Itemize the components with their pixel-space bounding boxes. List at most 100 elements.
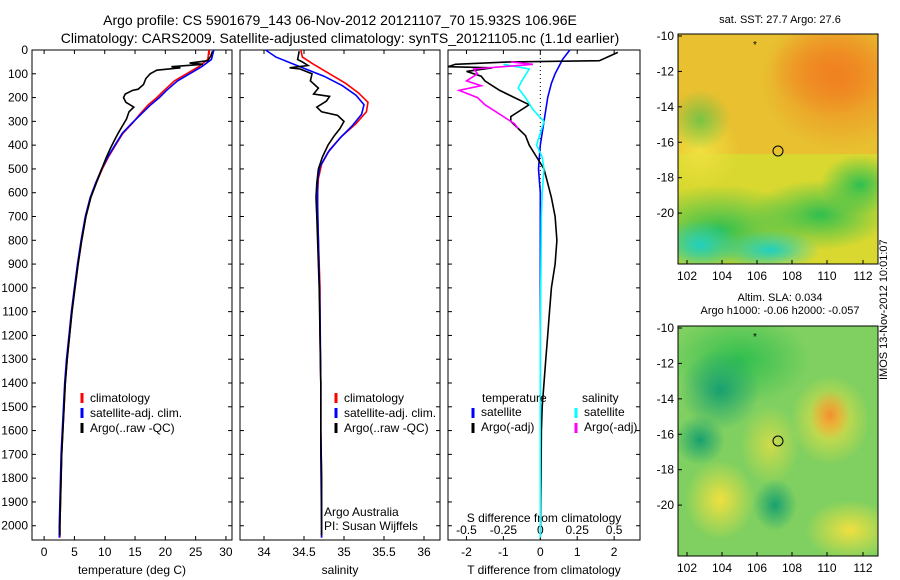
difference-profile-axes [447, 49, 641, 541]
temperature-profile-legend-label: satellite-adj. clim. [90, 406, 182, 420]
depth-tick-label: 1800 [1, 471, 28, 485]
map-xtick-label: 110 [817, 269, 836, 283]
sst-map-title: sat. SST: 27.7 Argo: 27.6 [719, 14, 841, 26]
temperature-profile-xtick-label: 0 [41, 545, 48, 559]
depth-tick-label: 900 [8, 257, 28, 271]
depth-tick-label: 1000 [1, 281, 28, 295]
map-ytick-label: -12 [657, 356, 675, 370]
difference-profile-xtick-label: 2 [611, 545, 618, 559]
sla-map-title-line1: Altim. SLA: 0.034 [737, 292, 823, 304]
temperature-profile-xtick-label: 25 [189, 545, 203, 559]
map-ytick-label: -20 [657, 206, 675, 220]
depth-tick-label: 1500 [1, 400, 28, 414]
salinity-profile-xtick-label: 35.5 [372, 545, 396, 559]
sla-map-title-line2: Argo h1000: -0.06 h2000: -0.057 [700, 305, 860, 317]
plot-title-line1: Argo profile: CS 5901679_143 06-Nov-2012… [103, 12, 577, 28]
depth-tick-label: 500 [8, 162, 28, 176]
temperature-profile-xlabel: temperature (deg C) [78, 563, 186, 577]
map-ytick-label: -14 [657, 392, 675, 406]
difference-top-tick-label: 0.25 [566, 523, 590, 537]
salinity-profile-xtick-label: 35 [337, 545, 351, 559]
temperature-profile-xtick-label: 5 [71, 545, 78, 559]
temperature-profile-xtick-label: 20 [159, 545, 173, 559]
salinity-profile-xtick-label: 36 [417, 545, 431, 559]
map-ytick-label: -12 [657, 64, 675, 78]
temperature-profile-axes [31, 49, 233, 541]
difference-profile-xlabel: T difference from climatology [467, 563, 621, 577]
map-xtick-label: 112 [853, 561, 872, 575]
temperature-profile-legend-label: Argo(..raw -QC) [90, 421, 175, 435]
depth-tick-label: 200 [8, 91, 28, 105]
temperature-profile-xtick-label: 15 [128, 545, 142, 559]
map-ytick-label: -10 [657, 29, 675, 43]
map-xtick-label: 108 [782, 561, 802, 575]
map-xtick-label: 102 [677, 269, 697, 283]
map-xtick-label: 110 [817, 561, 836, 575]
map-ytick-label: -18 [657, 171, 675, 185]
difference-profile-series-satellite-salinity [503, 63, 545, 538]
temperature-profile-xtick-label: 30 [219, 545, 233, 559]
difference-profile-xtick-label: -2 [461, 545, 472, 559]
map-xtick-label: 102 [677, 561, 697, 575]
depth-tick-label: 600 [8, 186, 28, 200]
difference-top-tick-label: 0.5 [606, 523, 623, 537]
difference-profile-xtick-label: 0 [537, 545, 544, 559]
salinity-profile-legend-label: climatology [344, 391, 404, 405]
sst-map-marker: * [753, 40, 757, 51]
depth-tick-label: 1200 [1, 328, 28, 342]
depth-tick-label: 700 [8, 210, 28, 224]
temperature-profile-xtick-label: 10 [98, 545, 112, 559]
temperature-profile-legend-label: climatology [90, 391, 150, 405]
sla-map-argo-location [772, 435, 784, 447]
sst-map [678, 34, 878, 264]
difference-top-tick-label: -0.25 [490, 523, 518, 537]
sst-map-frame [677, 33, 879, 265]
depth-tick-label: 0 [21, 43, 28, 57]
depth-tick-label: 1900 [1, 495, 28, 509]
depth-tick-label: 1400 [1, 376, 28, 390]
map-ytick-label: -14 [657, 100, 675, 114]
depth-tick-label: 1300 [1, 352, 28, 366]
salinity-profile-xlabel: salinity [322, 563, 359, 577]
map-xtick-label: 112 [853, 269, 872, 283]
difference-top-tick-label: -0.5 [456, 523, 477, 537]
depth-tick-label: 400 [8, 138, 28, 152]
difference-legend-label: satellite [481, 405, 522, 419]
depth-tick-label: 1100 [2, 305, 28, 319]
depth-tick-label: 300 [8, 114, 28, 128]
sla-map [678, 326, 878, 556]
difference-profile-xtick-label: -1 [498, 545, 509, 559]
temperature-profile-series-argo [59, 50, 214, 536]
map-xtick-label: 106 [747, 269, 767, 283]
salinity-profile-axes [239, 49, 441, 541]
sla-map-marker: * [753, 332, 757, 343]
difference-legend-salinity-header: salinity [582, 391, 619, 405]
credit-line2: PI: Susan Wijffels [324, 519, 418, 533]
depth-tick-label: 2000 [1, 519, 28, 533]
map-xtick-label: 108 [782, 269, 802, 283]
map-ytick-label: -16 [657, 135, 675, 149]
salinity-profile-xtick-label: 34.5 [292, 545, 316, 559]
difference-legend-label: satellite [584, 405, 625, 419]
map-ytick-label: -18 [657, 463, 675, 477]
difference-legend-label: Argo(-adj) [481, 420, 534, 434]
difference-top-axis-label: S difference from climatology [467, 511, 622, 525]
salinity-profile-xtick-label: 34 [257, 545, 271, 559]
plot-title-line2: Climatology: CARS2009. Satellite-adjuste… [60, 30, 620, 46]
depth-tick-label: 1600 [1, 424, 28, 438]
difference-legend-temperature-header: temperature [482, 391, 547, 405]
sst-map-argo-location [772, 145, 784, 157]
salinity-profile-legend-label: Argo(..raw -QC) [344, 421, 429, 435]
credit-line1: Argo Australia [324, 505, 399, 519]
salinity-profile-series-argo [289, 51, 346, 536]
salinity-profile-legend-label: satellite-adj. clim. [344, 406, 436, 420]
difference-legend-label: Argo(-adj) [584, 420, 637, 434]
map-ytick-label: -20 [657, 498, 675, 512]
sla-map-frame [677, 325, 879, 557]
map-ytick-label: -16 [657, 427, 675, 441]
difference-profile-series-argo-salinity [456, 61, 533, 129]
depth-tick-label: 800 [8, 233, 28, 247]
map-xtick-label: 106 [747, 561, 767, 575]
map-xtick-label: 104 [712, 269, 732, 283]
